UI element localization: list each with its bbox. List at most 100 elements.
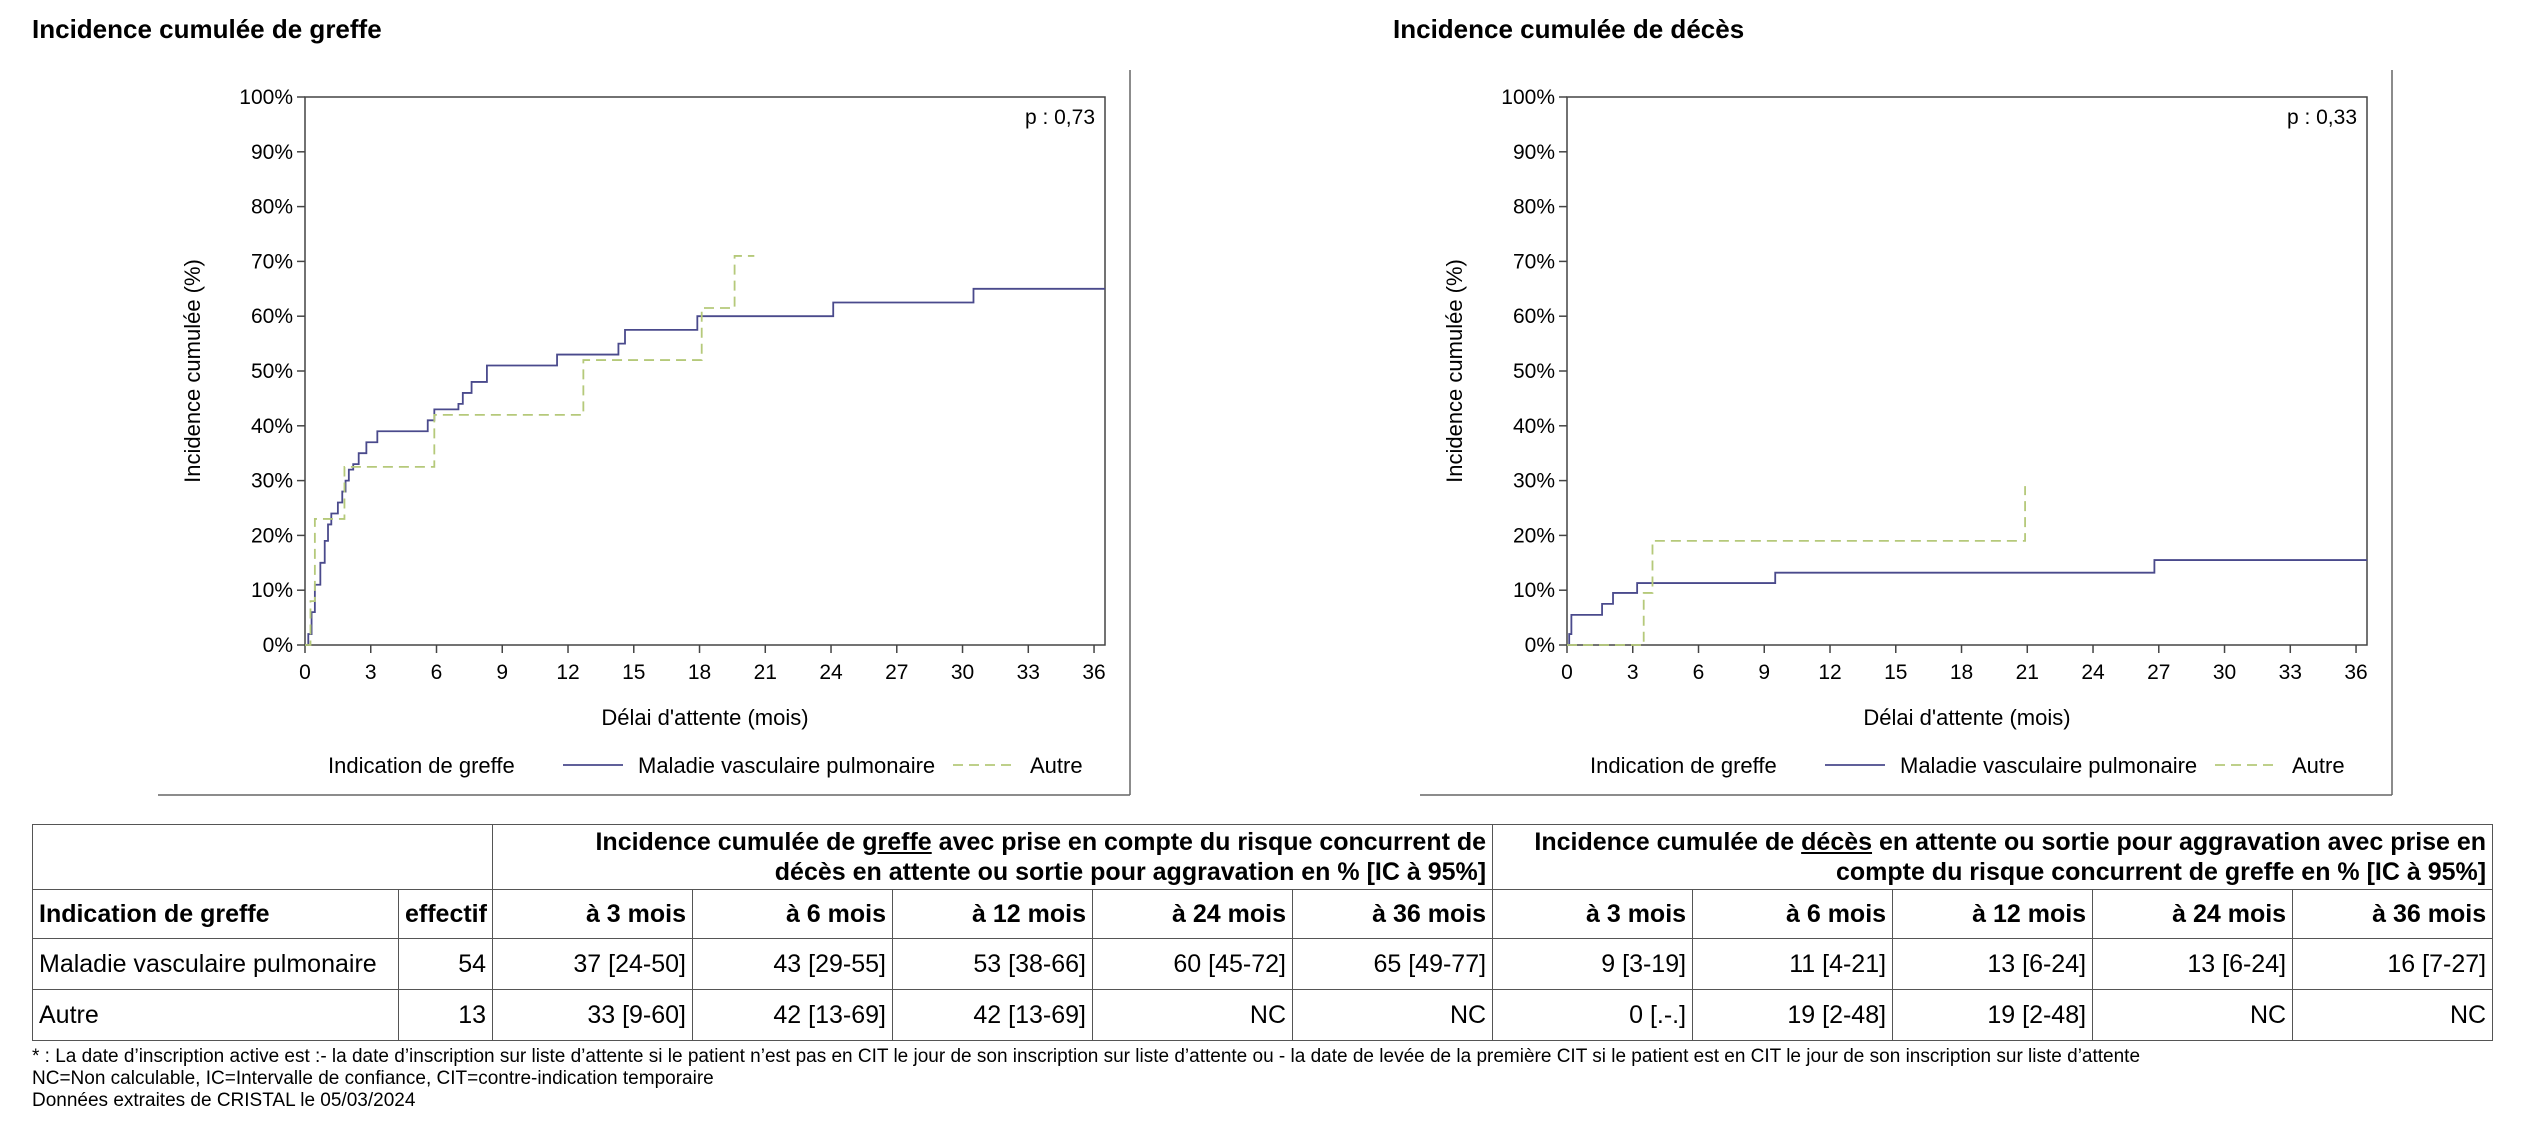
x-tick-label: 21 [2016, 661, 2039, 684]
x-tick-label: 18 [688, 661, 711, 684]
plot-area [1566, 96, 2368, 646]
y-tick-label: 50% [1513, 360, 1555, 383]
y-tick-label: 30% [251, 470, 293, 493]
y-tick-label: 80% [251, 196, 293, 219]
cell-greffe: 60 [45-72] [1092, 938, 1293, 990]
series-line-maladie-vasculaire [305, 287, 1105, 646]
y-tick-label: 40% [251, 415, 293, 438]
cell-deces: 16 [7-27] [2292, 938, 2494, 990]
col-header-deces-6: à 6 mois [1692, 889, 1894, 939]
col-header-deces-12: à 12 mois [1892, 889, 2094, 939]
cell-deces: 19 [2-48] [1692, 989, 1894, 1041]
col-header-deces-36: à 36 mois [2292, 889, 2494, 939]
x-tick-label: 30 [2213, 661, 2236, 684]
legend-label-autre: Autre [2292, 753, 2345, 778]
x-tick-label: 36 [2344, 661, 2367, 684]
y-axis-label: Incidence cumulée (%) [180, 259, 205, 483]
x-tick-label: 3 [365, 661, 377, 684]
cell-deces: 13 [6-24] [1892, 938, 2094, 990]
x-tick-label: 9 [1758, 661, 1770, 684]
p-value-annotation: p : 0,73 [1025, 106, 1095, 129]
series-line-maladie-vasculaire [1567, 559, 2367, 646]
x-tick-label: 27 [2147, 661, 2170, 684]
x-tick-label: 24 [819, 661, 843, 684]
x-tick-label: 36 [1082, 661, 1105, 684]
group-deces-suffix: en attente ou sortie pour aggravation av… [1872, 828, 2487, 856]
empty-header-cell [32, 824, 493, 890]
x-tick-label: 6 [1693, 661, 1705, 684]
x-axis-label: Délai d'attente (mois) [601, 705, 808, 730]
y-tick-label: 20% [251, 524, 293, 547]
y-tick-label: 70% [1513, 250, 1555, 273]
x-tick-label: 0 [299, 661, 311, 684]
x-tick-label: 27 [885, 661, 908, 684]
legend-label-autre: Autre [1030, 753, 1083, 778]
group-header-deces: Incidence cumulée de décès en attente ou… [1492, 824, 2494, 890]
group-deces-underlined: décès [1801, 828, 1873, 856]
col-header-greffe-36: à 36 mois [1291, 889, 1494, 939]
col-header-greffe-3: à 3 mois [492, 889, 693, 939]
y-tick-label: 40% [1513, 415, 1555, 438]
group-greffe-suffix: avec prise en compte du risque concurren… [931, 828, 1487, 856]
group-deces-prefix: Incidence cumulée de [1534, 828, 1802, 856]
cell-deces: 11 [4-21] [1692, 938, 1894, 990]
x-tick-label: 15 [1884, 661, 1907, 684]
y-tick-label: 30% [1513, 470, 1555, 493]
x-tick-label: 24 [2081, 661, 2105, 684]
y-tick-label: 90% [1513, 141, 1555, 164]
table-header-group-row: Incidence cumulée de greffe avec prise e… [32, 824, 2494, 890]
footnote-source: Données extraites de CRISTAL le 05/03/20… [32, 1090, 416, 1111]
cell-deces: 9 [3-19] [1492, 938, 1694, 990]
cell-greffe: 53 [38-66] [892, 938, 1093, 990]
footnote-definition: * : La date d’inscription active est :- … [32, 1046, 2141, 1067]
y-tick-label: 0% [263, 634, 293, 657]
row-label: Autre [32, 989, 399, 1041]
y-tick-label: 60% [251, 305, 293, 328]
group-greffe-underlined: greffe [862, 828, 932, 856]
chart-greffe: 0%10%20%30%40%50%60%70%80%90%100%0 3 6 9 12 1… [158, 70, 1131, 796]
x-tick-label: 15 [622, 661, 645, 684]
cell-deces: 0 [.-.] [1492, 989, 1694, 1041]
cell-deces: 13 [6-24] [2092, 938, 2294, 990]
y-tick-label: 10% [1513, 579, 1555, 602]
col-header-indication: Indication de greffe [32, 889, 399, 939]
x-tick-label: 9 [496, 661, 508, 684]
cell-deces: NC [2292, 989, 2494, 1041]
chart-deces: 0%10%20%30%40%50%60%70%80%90%100%0 3 6 9 12 1… [1420, 70, 2393, 796]
y-tick-label: 20% [1513, 524, 1555, 547]
cell-greffe: 65 [49-77] [1291, 938, 1494, 990]
x-tick-label: 3 [1627, 661, 1639, 684]
x-axis-label: Délai d'attente (mois) [1863, 705, 2070, 730]
results-table: Incidence cumulée de greffe avec prise e… [32, 824, 2494, 1041]
cell-greffe: NC [1092, 989, 1293, 1041]
group-greffe-line2: décès en attente ou sortie pour aggravat… [774, 858, 1487, 886]
cell-greffe: 33 [9-60] [492, 989, 693, 1041]
x-tick-label: 33 [2279, 661, 2302, 684]
col-header-greffe-24: à 24 mois [1092, 889, 1293, 939]
series-line-autre [305, 255, 755, 646]
col-header-greffe-6: à 6 mois [692, 889, 893, 939]
row-label: Maladie vasculaire pulmonaire [32, 938, 399, 990]
row-effectif: 54 [398, 938, 493, 990]
group-header-greffe: Incidence cumulée de greffe avec prise e… [491, 824, 1494, 890]
col-header-greffe-12: à 12 mois [892, 889, 1093, 939]
row-effectif: 13 [398, 989, 493, 1041]
legend-title: Indication de greffe [328, 753, 515, 778]
footnotes: * : La date d’inscription active est :- … [32, 1046, 2140, 1112]
group-deces-line2: compte du risque concurrent de greffe en… [1835, 858, 2487, 886]
col-header-deces-24: à 24 mois [2092, 889, 2294, 939]
table-row: Autre 13 33 [9-60] 42 [13-69] 42 [13-69]… [32, 989, 2494, 1041]
x-tick-label: 12 [556, 661, 579, 684]
legend-label-maladie: Maladie vasculaire pulmonaire [1900, 753, 2197, 778]
x-tick-label: 18 [1950, 661, 1973, 684]
x-tick-label: 6 [431, 661, 443, 684]
plot-area [304, 96, 1106, 646]
x-tick-label: 30 [951, 661, 974, 684]
col-header-effectif: effectif [398, 889, 493, 939]
cell-greffe: 42 [13-69] [692, 989, 893, 1041]
y-tick-label: 100% [1501, 86, 1555, 109]
footnote-abbreviations: NC=Non calculable, IC=Intervalle de conf… [32, 1068, 714, 1089]
series-line-autre [1567, 486, 2026, 646]
chart-title-deces: Incidence cumulée de décès [1393, 14, 1745, 44]
cell-greffe: NC [1291, 989, 1494, 1041]
